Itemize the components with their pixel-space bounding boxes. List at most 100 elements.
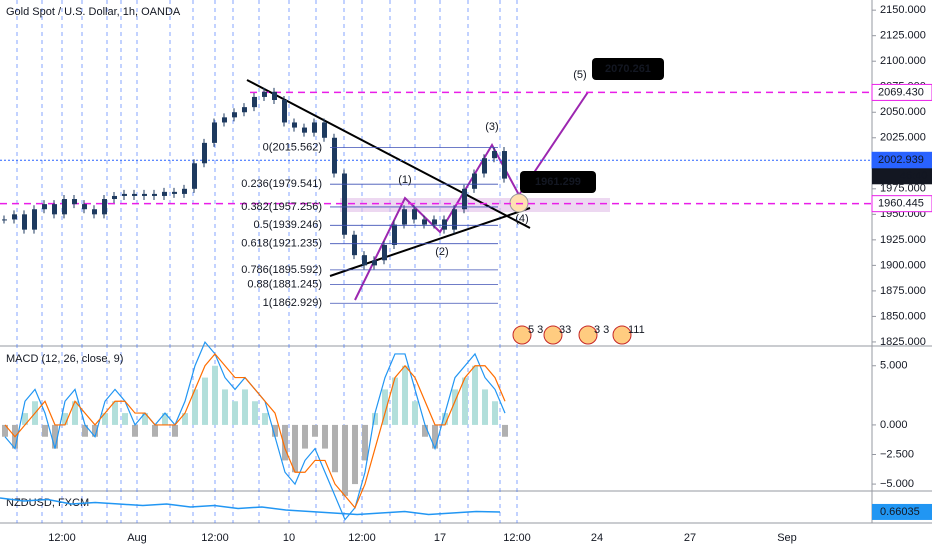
histogram-bar xyxy=(282,424,288,461)
countdown-tag xyxy=(872,168,932,185)
y-tick-label: 0.000 xyxy=(880,419,908,431)
histogram-bar xyxy=(172,424,178,437)
histogram-bar xyxy=(262,413,268,425)
candle xyxy=(192,163,197,189)
price-tag-label: 0.66035 xyxy=(880,506,920,518)
candle xyxy=(402,209,407,225)
candle xyxy=(452,209,457,230)
candle xyxy=(422,219,427,225)
candle xyxy=(52,204,57,215)
callout-label: 2070.261 xyxy=(605,63,651,75)
wave-label: (5) xyxy=(573,69,586,81)
event-icon xyxy=(578,325,598,345)
price-tag xyxy=(871,195,932,213)
y-tick-label: 2125.000 xyxy=(880,30,926,42)
candle xyxy=(42,204,47,210)
histogram-bar xyxy=(92,424,98,437)
price-tag xyxy=(871,83,932,101)
histogram-bar xyxy=(72,401,78,425)
candle xyxy=(72,199,77,205)
histogram-bar xyxy=(292,424,298,473)
y-tick-label: 1925.000 xyxy=(880,234,926,246)
candle xyxy=(382,244,387,261)
x-tick-label: 12:00 xyxy=(201,532,229,544)
event-label: 3 3 xyxy=(594,324,609,336)
candle xyxy=(492,151,497,159)
x-tick-label: 12:00 xyxy=(348,532,376,544)
candle xyxy=(462,188,467,210)
event-label: 5 3 xyxy=(528,324,543,336)
y-tick-label: 2100.000 xyxy=(880,55,926,67)
histogram-bar xyxy=(352,424,358,485)
x-tick-label: 27 xyxy=(684,532,696,544)
price-tag-label: 2069.430 xyxy=(878,86,924,98)
histogram-bar xyxy=(62,413,68,425)
y-tick-label: 1875.000 xyxy=(880,285,926,297)
histogram-bar xyxy=(252,401,258,425)
x-tick-label: 24 xyxy=(591,532,603,544)
candle xyxy=(222,117,227,123)
histogram-bar xyxy=(402,365,408,425)
y-tick-label: −2.500 xyxy=(880,448,914,460)
histogram-bar xyxy=(142,413,148,425)
event-label: 111 xyxy=(628,324,645,336)
candle xyxy=(202,142,207,164)
histogram-bar xyxy=(52,424,58,449)
candle xyxy=(352,234,357,256)
histogram-bar xyxy=(472,365,478,425)
candle xyxy=(342,173,347,235)
fib-label: 0.618(1921.235) xyxy=(241,238,322,250)
event-label: 33 xyxy=(559,324,571,336)
candle xyxy=(472,173,477,189)
y-tick-label: 1900.000 xyxy=(880,259,926,271)
event-icon xyxy=(543,325,563,345)
histogram-bar xyxy=(492,401,498,425)
candle xyxy=(22,214,27,230)
fib-label: 0.236(1979.541) xyxy=(241,178,322,190)
wave-label: (2) xyxy=(435,246,448,258)
candle xyxy=(122,193,127,196)
candle xyxy=(362,255,367,266)
wave-label: (4) xyxy=(515,213,528,225)
fib-label: 0.5(1939.246) xyxy=(254,219,323,231)
histogram-bar xyxy=(342,424,348,496)
histogram-bar xyxy=(222,389,228,425)
histogram-bar xyxy=(302,424,308,449)
countdown-label: 46:40 xyxy=(900,170,928,182)
candle xyxy=(432,219,437,225)
histogram-bar xyxy=(432,424,438,449)
x-tick-label: 12:00 xyxy=(503,532,531,544)
y-tick-label: −5.000 xyxy=(880,478,914,490)
histogram-bar xyxy=(332,424,338,473)
histogram-bar xyxy=(112,401,118,425)
candle xyxy=(182,188,187,194)
histogram-bar xyxy=(42,424,48,437)
histogram-bar xyxy=(82,424,88,437)
candle xyxy=(262,91,267,97)
candle xyxy=(442,219,447,230)
fib-label: 0.88(1881.245) xyxy=(247,278,322,290)
candle xyxy=(272,91,277,100)
fib-label: 0(2015.562) xyxy=(263,141,322,153)
candle xyxy=(82,204,87,210)
wave-label: (3) xyxy=(485,121,498,133)
fib-label: 0.786(1895.592) xyxy=(241,264,322,276)
candle xyxy=(162,191,167,196)
x-tick-label: 10 xyxy=(283,532,295,544)
x-tick-label: Aug xyxy=(127,532,147,544)
candle xyxy=(502,151,507,179)
histogram-bar xyxy=(392,377,398,425)
candle xyxy=(102,199,107,215)
histogram-bar xyxy=(182,413,188,425)
candle xyxy=(302,127,307,133)
candle xyxy=(242,107,247,113)
histogram-bar xyxy=(372,413,378,425)
histogram-bar xyxy=(242,389,248,425)
y-tick-label: 1975.000 xyxy=(880,183,926,195)
candle xyxy=(152,193,157,196)
histogram-bar xyxy=(162,413,168,425)
candle xyxy=(112,195,117,200)
candle xyxy=(312,122,317,133)
histogram-bar xyxy=(362,424,368,461)
